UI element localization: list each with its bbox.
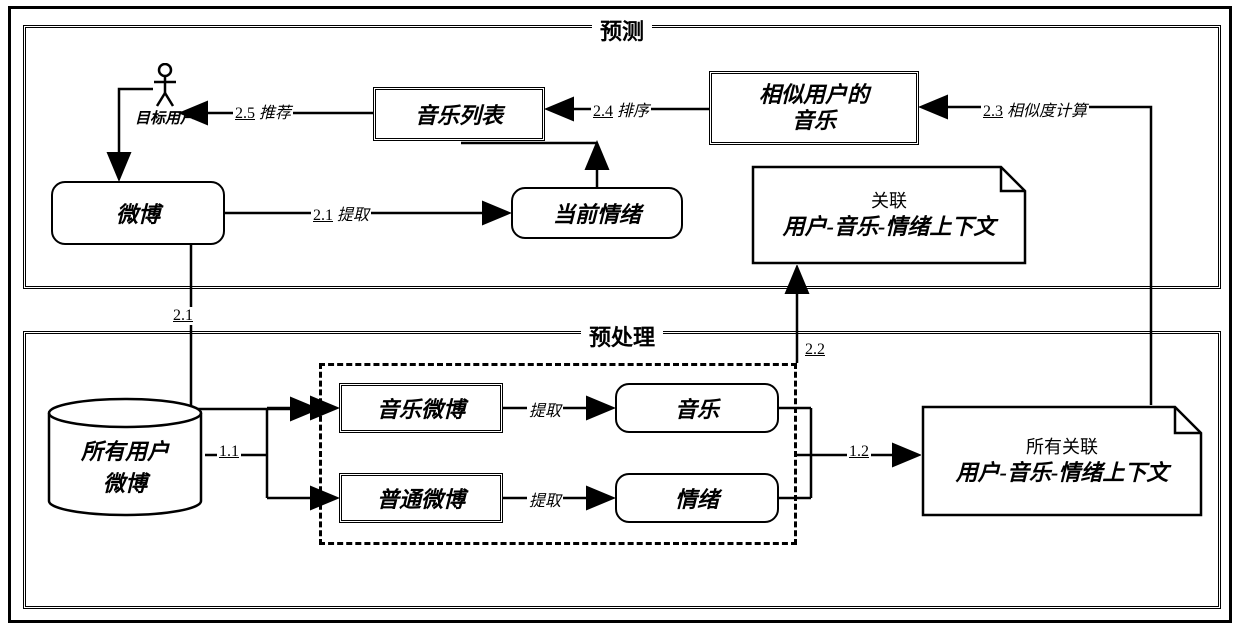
edge-ext2: 提取 bbox=[527, 487, 563, 511]
node-music-list-label: 音乐列表 bbox=[415, 98, 503, 130]
node-similar-user-music: 相似用户的 音乐 bbox=[709, 71, 919, 145]
node-all-assoc-doc-main: 用户-音乐-情绪上下文 bbox=[956, 459, 1169, 488]
node-assoc-doc-small: 关联 bbox=[871, 187, 907, 213]
edge-12: 1.2 bbox=[847, 443, 871, 461]
target-user-label: 目标用户 bbox=[135, 107, 195, 128]
node-assoc-doc-main: 用户-音乐-情绪上下文 bbox=[783, 213, 996, 242]
node-current-emotion: 当前情绪 bbox=[511, 187, 683, 239]
edge-11: 1.1 bbox=[217, 443, 241, 461]
node-current-emotion-label: 当前情绪 bbox=[553, 197, 641, 229]
node-normal-weibo: 普通微博 bbox=[339, 473, 503, 523]
node-music-list: 音乐列表 bbox=[373, 87, 545, 141]
edge-21b: 2.1 bbox=[171, 307, 195, 325]
edge-ext1: 提取 bbox=[527, 397, 563, 421]
node-music-weibo-label: 音乐微博 bbox=[377, 392, 465, 424]
outer-frame: 预测 预处理 目标用户 微博 音乐列表 当前情绪 相似用户的 音乐 关 bbox=[8, 6, 1232, 623]
edge-25: 2.5 推荐 bbox=[233, 99, 293, 123]
panel-predict-title: 预测 bbox=[592, 14, 652, 46]
node-similar-user-music-label: 相似用户的 音乐 bbox=[759, 82, 869, 135]
node-all-assoc-doc-small: 所有关联 bbox=[1026, 433, 1098, 459]
panel-predict: 预测 bbox=[23, 25, 1221, 289]
edge-21: 2.1 提取 bbox=[311, 201, 371, 225]
node-all-assoc-doc: 所有关联 用户-音乐-情绪上下文 bbox=[921, 405, 1203, 517]
node-weibo-label: 微博 bbox=[116, 197, 160, 229]
node-music-label: 音乐 bbox=[675, 392, 719, 424]
edge-23: 2.3 相似度计算 bbox=[981, 97, 1089, 121]
node-music-weibo: 音乐微博 bbox=[339, 383, 503, 433]
node-music: 音乐 bbox=[615, 383, 779, 433]
panel-preprocess-title: 预处理 bbox=[581, 320, 663, 352]
node-emotion: 情绪 bbox=[615, 473, 779, 523]
node-normal-weibo-label: 普通微博 bbox=[377, 482, 465, 514]
node-emotion-label: 情绪 bbox=[675, 482, 719, 514]
edge-24: 2.4 排序 bbox=[591, 97, 651, 121]
node-db-label: 所有用户 微博 bbox=[51, 425, 199, 507]
node-assoc-doc: 关联 用户-音乐-情绪上下文 bbox=[751, 165, 1027, 265]
node-weibo: 微博 bbox=[51, 181, 225, 245]
node-db: 所有用户 微博 bbox=[45, 397, 205, 517]
edge-22: 2.2 bbox=[803, 341, 827, 359]
target-user-icon: 目标用户 bbox=[135, 63, 195, 128]
